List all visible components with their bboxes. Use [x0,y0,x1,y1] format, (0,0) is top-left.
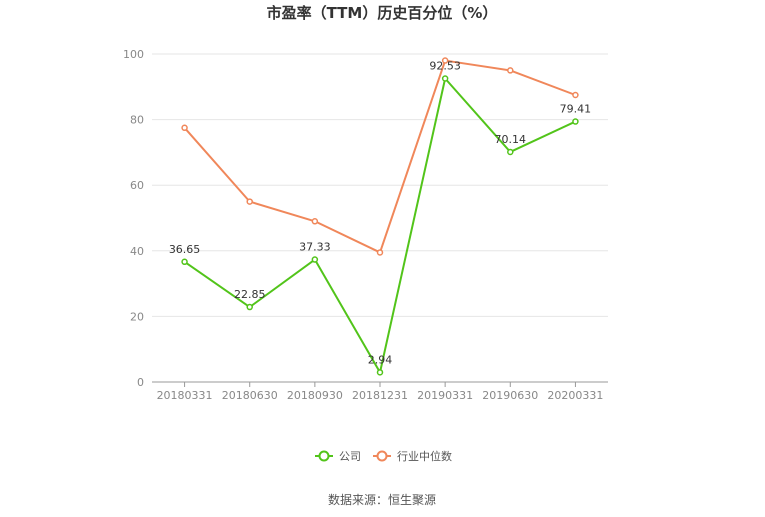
series-point-0 [507,148,514,156]
x-tick-label: 20180930 [287,389,343,402]
series-point-1 [572,91,579,99]
x-tick-label: 20190630 [482,389,538,402]
series-point-1 [311,218,319,225]
x-tick-label: 20190331 [417,389,473,402]
series-layer [181,57,579,376]
source-note: 数据来源：恒生聚源 [328,492,436,507]
series-point-1 [181,124,188,132]
series-point-0 [181,258,188,266]
legend: 公司 行业中位数 [315,449,452,463]
series-point-0 [376,369,384,376]
data-label: 2.94 [368,353,393,366]
data-label: 37.33 [299,241,331,254]
y-tick-label: 80 [130,114,144,127]
series-line-0 [184,77,576,374]
series-point-1 [441,57,449,64]
series-point-0 [441,75,449,82]
axis-layer: 0 20 40 60 80 100 20180331 20180630 20180930 2018… [123,48,608,402]
y-tick-label: 40 [130,245,144,258]
data-label: 22.85 [234,288,266,301]
y-tick-label: 20 [130,310,144,323]
data-label: 92.53 [429,60,461,73]
y-tick-label: 60 [130,179,144,192]
series-point-0 [246,303,253,311]
legend-swatch-marker [318,450,330,462]
series-point-1 [507,67,514,74]
data-label: 36.65 [169,243,201,256]
x-tick-label: 20180630 [222,389,278,402]
y-tick-label: 0 [137,376,144,389]
series-line-1 [183,59,576,254]
data-label-layer: 36.65 22.85 37.33 2.94 92.53 70.14 79.41 [169,60,591,367]
grid-layer [152,53,608,317]
series-point-0 [311,256,319,263]
series-point-0 [572,118,579,125]
legend-swatch-marker [376,450,388,462]
data-label: 70.14 [495,133,527,146]
data-label: 79.41 [560,103,592,116]
legend-label: 公司 [339,450,361,463]
x-tick-label: 20200331 [547,389,603,402]
y-tick-label: 100 [123,48,144,61]
chart-title: 市盈率（TTM）历史百分位（%） [267,4,498,22]
x-tick-label: 20181231 [352,389,408,402]
series-point-1 [246,198,253,205]
x-tick-label: 20180331 [157,389,213,402]
legend-label: 行业中位数 [397,449,452,463]
series-point-1 [376,249,384,256]
